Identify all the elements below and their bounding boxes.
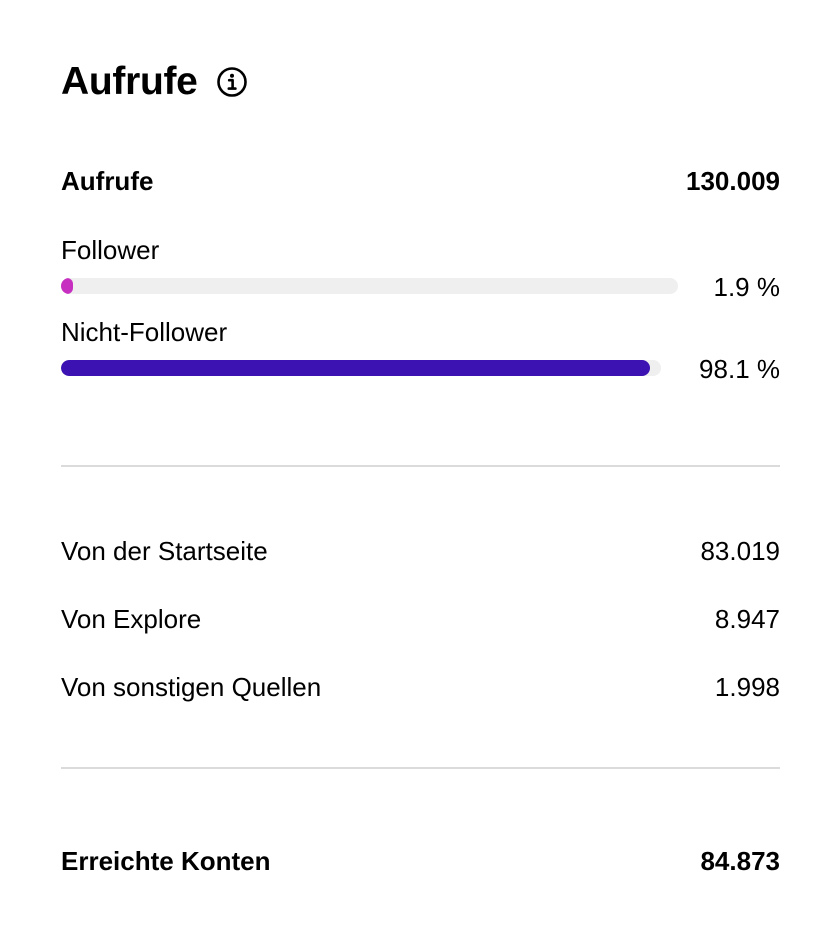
total-views-value: 130.009 xyxy=(686,166,780,196)
non-follower-bar-track xyxy=(61,360,661,376)
divider xyxy=(61,465,780,467)
source-row-home: Von der Startseite 83.019 xyxy=(61,534,780,568)
accounts-reached-value: 84.873 xyxy=(700,846,780,876)
follower-label: Follower xyxy=(61,235,160,265)
source-value: 83.019 xyxy=(700,536,780,566)
non-follower-bar-fill xyxy=(61,360,650,376)
total-views-row: Aufrufe 130.009 xyxy=(61,164,780,198)
non-follower-label: Nicht-Follower xyxy=(61,317,228,347)
section-heading: Aufrufe xyxy=(61,58,248,106)
total-views-label: Aufrufe xyxy=(61,166,154,196)
divider xyxy=(61,767,780,769)
source-row-other: Von sonstigen Quellen 1.998 xyxy=(61,670,780,704)
source-label: Von Explore xyxy=(61,604,202,634)
source-label: Von der Startseite xyxy=(61,536,268,566)
source-value: 1.998 xyxy=(714,672,780,702)
accounts-reached-row: Erreichte Konten 84.873 xyxy=(61,844,780,878)
accounts-reached-label: Erreichte Konten xyxy=(61,846,271,876)
follower-bar-fill xyxy=(61,278,73,294)
follower-bar-track xyxy=(61,278,678,294)
info-icon[interactable] xyxy=(216,66,248,98)
source-label: Von sonstigen Quellen xyxy=(61,672,322,702)
section-title: Aufrufe xyxy=(61,60,198,103)
source-value: 8.947 xyxy=(714,604,780,634)
source-row-explore: Von Explore 8.947 xyxy=(61,602,780,636)
follower-percent: 1.9 % xyxy=(713,272,781,302)
non-follower-percent: 98.1 % xyxy=(699,354,780,384)
